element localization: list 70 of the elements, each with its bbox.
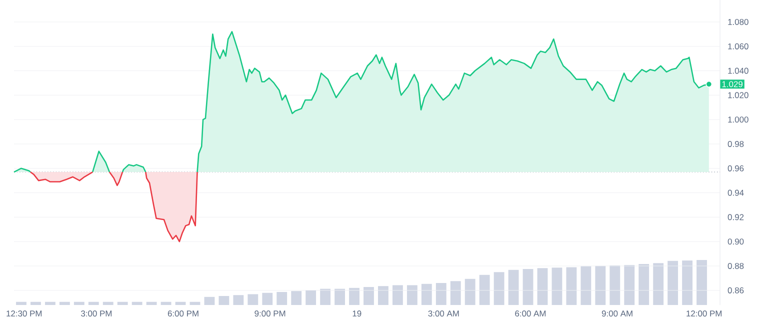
x-tick-label: 12:00 PM xyxy=(686,310,722,317)
bar xyxy=(595,266,606,305)
bar xyxy=(537,268,548,305)
bar xyxy=(320,288,331,305)
y-tick-label: 0.98 xyxy=(728,140,744,147)
bar xyxy=(102,302,114,305)
bar xyxy=(30,302,41,305)
bar xyxy=(248,294,258,305)
y-tick-label: 0.90 xyxy=(728,238,744,245)
bar xyxy=(291,291,302,305)
bar xyxy=(682,260,692,305)
bar xyxy=(306,290,316,305)
bar xyxy=(464,278,476,305)
bar xyxy=(117,302,128,305)
y-tick-label: 1.040 xyxy=(728,68,748,74)
bar xyxy=(146,302,157,305)
x-tick-label: 6:00 AM xyxy=(515,310,546,317)
bar xyxy=(218,296,230,305)
bar xyxy=(262,292,273,305)
bar xyxy=(160,302,172,305)
annotation: 1.029 xyxy=(722,81,742,88)
bar xyxy=(349,288,360,305)
bar xyxy=(610,265,620,305)
bar xyxy=(204,296,215,305)
bar xyxy=(696,260,707,305)
bar xyxy=(132,302,142,305)
y-tick-label: 0.96 xyxy=(728,165,744,172)
bar xyxy=(190,302,200,305)
y-tick-label: 1.060 xyxy=(728,43,748,50)
bar xyxy=(364,287,374,305)
bar xyxy=(450,281,461,305)
bar xyxy=(552,268,562,305)
y-tick-label: 1.080 xyxy=(728,18,748,25)
bar xyxy=(378,286,388,305)
bar xyxy=(638,264,650,305)
bar xyxy=(334,288,345,305)
bar xyxy=(392,285,403,305)
bar xyxy=(59,302,70,305)
x-tick-label: 3:00 AM xyxy=(428,310,459,317)
bar xyxy=(276,292,288,305)
bar xyxy=(668,260,678,305)
y-tick-label: 0.94 xyxy=(728,190,744,196)
x-tick-label: 3:00 PM xyxy=(81,310,112,317)
x-tick-label: 6:00 PM xyxy=(168,310,198,317)
bar xyxy=(653,263,664,305)
x-tick-label: 9:00 PM xyxy=(254,310,286,317)
bar xyxy=(44,302,56,305)
bar xyxy=(406,285,418,305)
bar xyxy=(508,270,519,305)
y-tick-label: 1.000 xyxy=(728,116,748,123)
bar xyxy=(233,295,244,305)
y-tick-label: 0.86 xyxy=(728,287,744,294)
bar xyxy=(479,274,490,305)
bar xyxy=(494,272,504,305)
y-tick-label: 0.92 xyxy=(728,214,744,220)
bar xyxy=(522,269,534,305)
bar xyxy=(566,267,577,305)
bar xyxy=(16,302,26,305)
bar xyxy=(421,284,432,305)
y-tick-label: 0.88 xyxy=(728,262,744,269)
x-tick-label: 19 xyxy=(352,310,362,317)
bar xyxy=(580,266,592,305)
x-tick-label: 12:30 PM xyxy=(6,310,42,317)
y-tick-label: 1.020 xyxy=(728,92,748,98)
x-tick-label: 9:00 AM xyxy=(602,310,632,317)
bar xyxy=(436,282,446,305)
bar xyxy=(74,302,84,305)
bar xyxy=(175,302,186,305)
bar xyxy=(88,302,99,305)
bar xyxy=(624,264,635,305)
